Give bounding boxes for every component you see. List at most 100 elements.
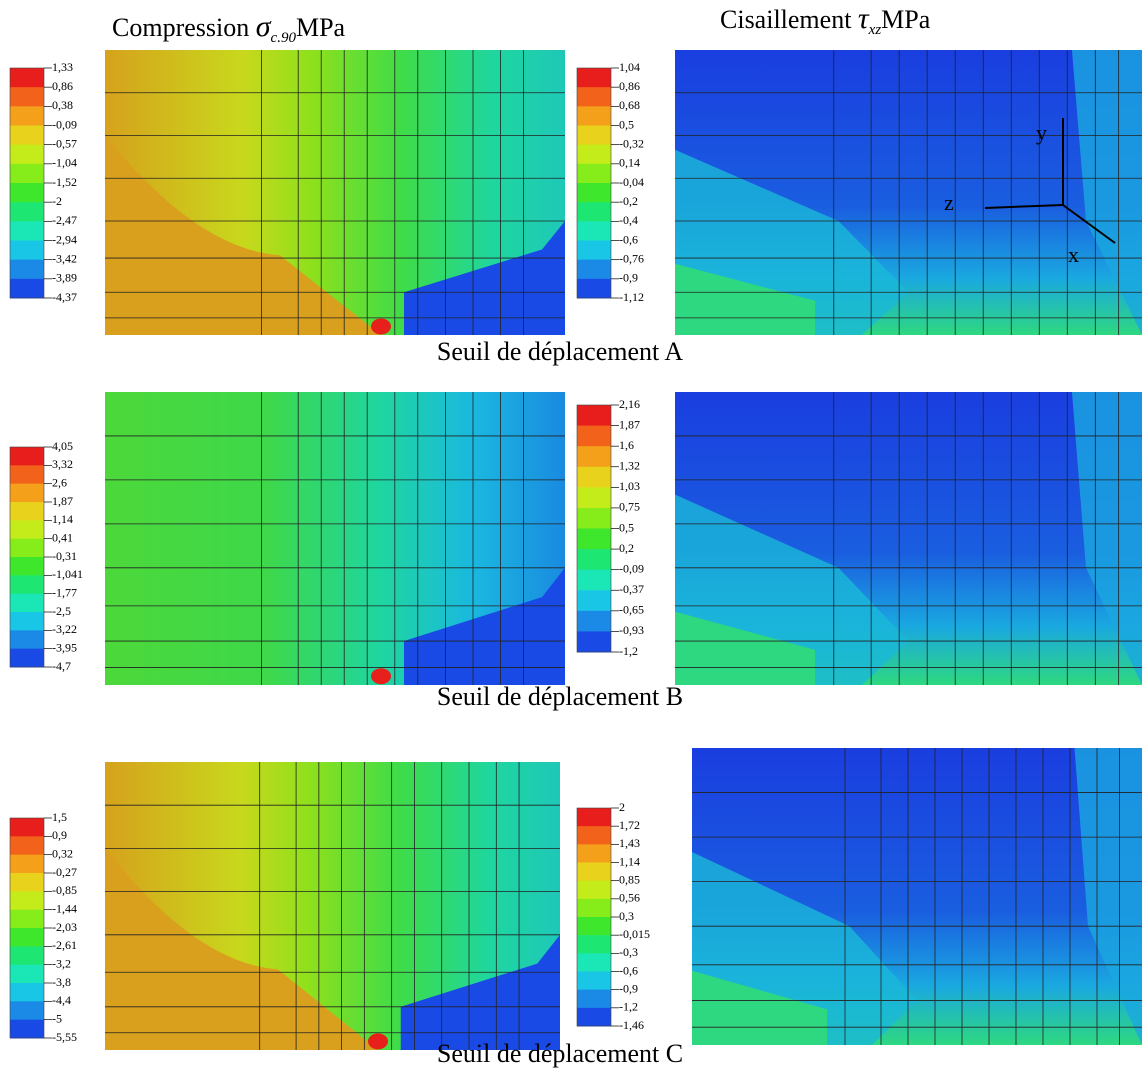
legend-label: -0,3 [619, 945, 638, 959]
legend-label: -1,44 [52, 901, 77, 915]
legend-label: -2,94 [52, 232, 77, 246]
legend-swatch [10, 836, 44, 856]
legend-swatch [10, 202, 44, 222]
legend-label: 0,32 [52, 846, 73, 860]
legend-swatch [10, 928, 44, 947]
legend-label: -0,2 [619, 194, 638, 208]
axis-label: y [1036, 120, 1047, 145]
legend-label: -1,2 [619, 644, 638, 658]
legend-label: -0,09 [619, 561, 644, 575]
legend-label: -0,32 [619, 136, 644, 150]
contour-region [675, 611, 816, 685]
axis-label: x [1068, 242, 1079, 267]
legend-label: 0,5 [619, 117, 634, 131]
legend-label: 0,9 [52, 828, 67, 842]
legend-label: 1,14 [52, 512, 73, 526]
legend-label: -4,4 [52, 993, 71, 1007]
legend-swatch [10, 1019, 44, 1039]
legend-swatch [10, 163, 44, 184]
legend-swatch [10, 125, 44, 146]
legend-swatch [10, 483, 44, 503]
legend-label: -2,47 [52, 213, 77, 227]
legend-swatch [10, 575, 44, 595]
legend-swatch [577, 590, 611, 612]
legend-swatch [577, 898, 611, 918]
legend-swatch [577, 953, 611, 972]
legend-label: 0,38 [52, 98, 73, 112]
legend-label: 0,5 [619, 520, 634, 534]
legend-label: 1,5 [52, 810, 67, 824]
legend-swatch [10, 221, 44, 241]
legend-swatch [577, 935, 611, 954]
contour-region [675, 263, 816, 335]
legend-swatch [577, 507, 611, 529]
legend-swatch [10, 278, 44, 299]
legend-swatch [10, 240, 44, 261]
legend-swatch [577, 808, 611, 827]
legend-label: 0,41 [52, 530, 73, 544]
legend-swatch [10, 612, 44, 631]
legend-label: 0,2 [619, 541, 634, 555]
axis-arrow [984, 204, 1064, 209]
legend-label: 1,6 [619, 438, 634, 452]
legend-swatch [577, 880, 611, 900]
caption: Seuil de déplacement A [437, 337, 683, 366]
legend-swatch [10, 1001, 44, 1021]
legend-swatch [577, 971, 611, 991]
axis-arrow [1062, 204, 1116, 244]
legend-swatch [10, 538, 44, 558]
legend-swatch [10, 891, 44, 911]
legend-label: -3,89 [52, 271, 77, 285]
header-left: Compression σc.90MPa [112, 10, 346, 46]
legend-swatch [10, 87, 44, 107]
legend-label: -0,57 [52, 136, 77, 150]
contour-region [1071, 392, 1142, 685]
legend-swatch [577, 487, 611, 509]
legend-label: -5 [52, 1011, 62, 1025]
legend-swatch [577, 221, 611, 241]
legend-swatch [10, 502, 44, 521]
legend-label: -1,52 [52, 175, 77, 189]
contour-region [105, 848, 378, 1050]
legend-label: -0,31 [52, 549, 77, 563]
legend-swatch [577, 68, 611, 88]
legend-label: -1,04 [52, 156, 77, 170]
legend-swatch [10, 106, 44, 126]
legend-swatch [10, 557, 44, 576]
legend-label: -3,2 [52, 956, 71, 970]
legend-swatch [577, 183, 611, 203]
legend-label: 0,14 [619, 156, 640, 170]
contour-region [1071, 50, 1142, 335]
legend-swatch [577, 144, 611, 165]
legend-label: -0,4 [619, 213, 638, 227]
legend-swatch [577, 202, 611, 222]
legend-swatch [577, 844, 611, 863]
legend-swatch [577, 106, 611, 126]
legend-label: 0,85 [619, 872, 640, 886]
legend-label: 0,86 [52, 79, 73, 93]
legend-label: 0,56 [619, 891, 640, 905]
contour-region [692, 970, 827, 1045]
legend-label: -2,03 [52, 920, 77, 934]
legend-label: -1,12 [619, 290, 644, 304]
legend-label: 1,87 [52, 494, 73, 508]
legend-label: -3,8 [52, 975, 71, 989]
legend-swatch [10, 465, 44, 485]
legend-swatch [577, 163, 611, 184]
legend-swatch [10, 447, 44, 466]
legend-swatch [10, 854, 44, 874]
legend-label: 2 [619, 800, 625, 814]
contour-region [105, 135, 381, 335]
legend-label: 1,03 [619, 479, 640, 493]
legend-label: -5,55 [52, 1030, 77, 1044]
legend-label: -0,09 [52, 117, 77, 131]
legend-label: -1,041 [52, 567, 83, 581]
contour-region [404, 221, 565, 335]
legend-swatch [10, 68, 44, 88]
legend-label: 0,86 [619, 79, 640, 93]
legend-label: -3,22 [52, 622, 77, 636]
legend-label: -1,77 [52, 585, 77, 599]
legend-swatch [10, 983, 44, 1002]
legend-label: -0,6 [619, 963, 638, 977]
